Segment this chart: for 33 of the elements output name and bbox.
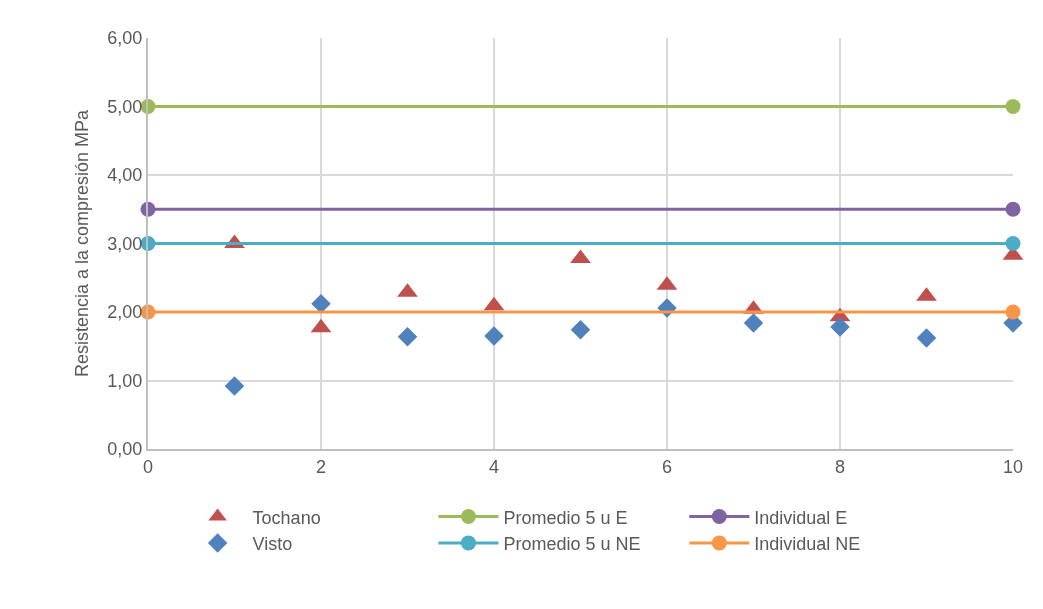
legend-label: Promedio 5 u E: [503, 507, 628, 528]
legend-label: Individual E: [754, 507, 848, 528]
point: [830, 317, 850, 337]
legend-label: Visto: [252, 533, 293, 554]
x-tick-label: 2: [315, 456, 327, 477]
point: [1005, 236, 1021, 251]
y-axis-title: Resistencia a la compresión MPa: [72, 108, 93, 378]
x-tick-label: 8: [834, 456, 846, 477]
legend-label: Promedio 5 u NE: [503, 533, 641, 554]
point: [484, 326, 504, 346]
y-tick-label: 1,00: [107, 370, 143, 391]
legend-label: Tochano: [252, 507, 321, 528]
point: [397, 326, 418, 347]
y-tick-label: 5,00: [107, 96, 143, 117]
legend-label: Individual NE: [754, 533, 861, 554]
point: [570, 320, 591, 340]
x-tick-label: 0: [142, 456, 154, 477]
point: [916, 328, 937, 348]
x-tick-label: 4: [488, 456, 500, 477]
y-tick-label: 6,00: [107, 28, 143, 49]
point: [743, 313, 764, 333]
x-tick-label: 10: [1002, 456, 1024, 477]
y-tick-label: 4,00: [107, 165, 143, 186]
y-tick-label: 2,00: [107, 302, 143, 323]
y-tick-label: 3,00: [107, 233, 143, 254]
point: [1005, 201, 1021, 217]
y-tick-label: 0,00: [107, 439, 143, 460]
point: [224, 376, 245, 396]
point: [1005, 304, 1021, 320]
point: [1005, 99, 1021, 114]
x-tick-label: 6: [661, 456, 673, 477]
point: [570, 249, 591, 264]
point: [311, 294, 331, 314]
